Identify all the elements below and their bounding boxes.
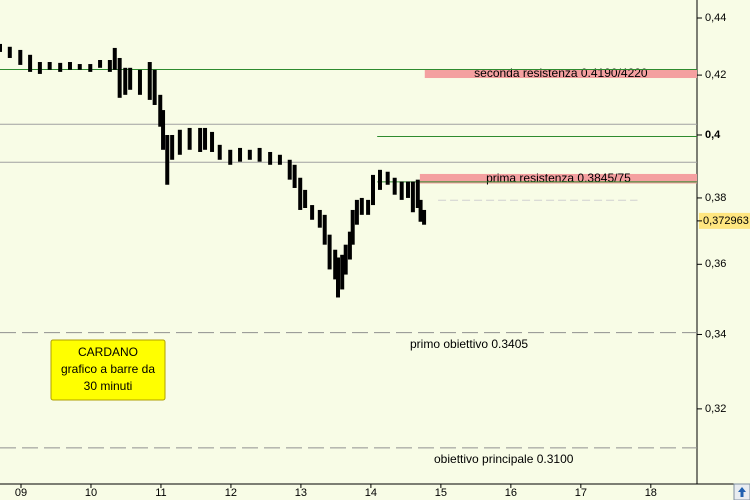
note-background: [50, 339, 166, 401]
y-tick-label: 0,36: [705, 258, 726, 270]
note-line: 30 minuti: [84, 379, 133, 393]
y-tick-label: 0,38: [705, 192, 726, 204]
current-price-box: [699, 212, 750, 229]
x-tick-label: 16: [505, 487, 517, 499]
resistance-band: [424, 69, 697, 79]
x-tick-label: 18: [645, 487, 657, 499]
note-line: CARDANO: [78, 345, 138, 359]
x-tick-label: 10: [85, 487, 97, 499]
note-line: grafico a barre da: [61, 362, 155, 376]
x-tick-label: 17: [575, 487, 587, 499]
x-tick-label: 15: [435, 487, 447, 499]
x-tick-label: 14: [365, 487, 377, 499]
x-tick-label: 09: [15, 487, 27, 499]
scroll-arrow: [738, 487, 746, 497]
y-tick-label: 0,4: [705, 129, 721, 141]
x-tick-label: 12: [225, 487, 237, 499]
y-tick-label: 0,34: [705, 328, 726, 340]
x-tick-label: 13: [295, 487, 307, 499]
scroll-icon[interactable]: [733, 483, 750, 500]
band-label: seconda resistenza 0.4190/4220: [474, 66, 648, 80]
x-tick-label: 11: [155, 487, 166, 499]
band-label: prima resistenza 0.3845/75: [486, 171, 631, 185]
resistance-band: [419, 173, 697, 184]
y-tick-label: 0,42: [705, 69, 726, 81]
target-label: primo obiettivo 0.3405: [410, 337, 528, 351]
target-label: obiettivo principale 0.3100: [434, 452, 574, 466]
note-box: CARDANO grafico a barre da 30 minuti: [50, 339, 166, 401]
y-tick-label: 0,32: [705, 403, 726, 415]
y-tick-label: 0,44: [705, 12, 726, 24]
current-price-label: 0,372963: [703, 215, 749, 227]
